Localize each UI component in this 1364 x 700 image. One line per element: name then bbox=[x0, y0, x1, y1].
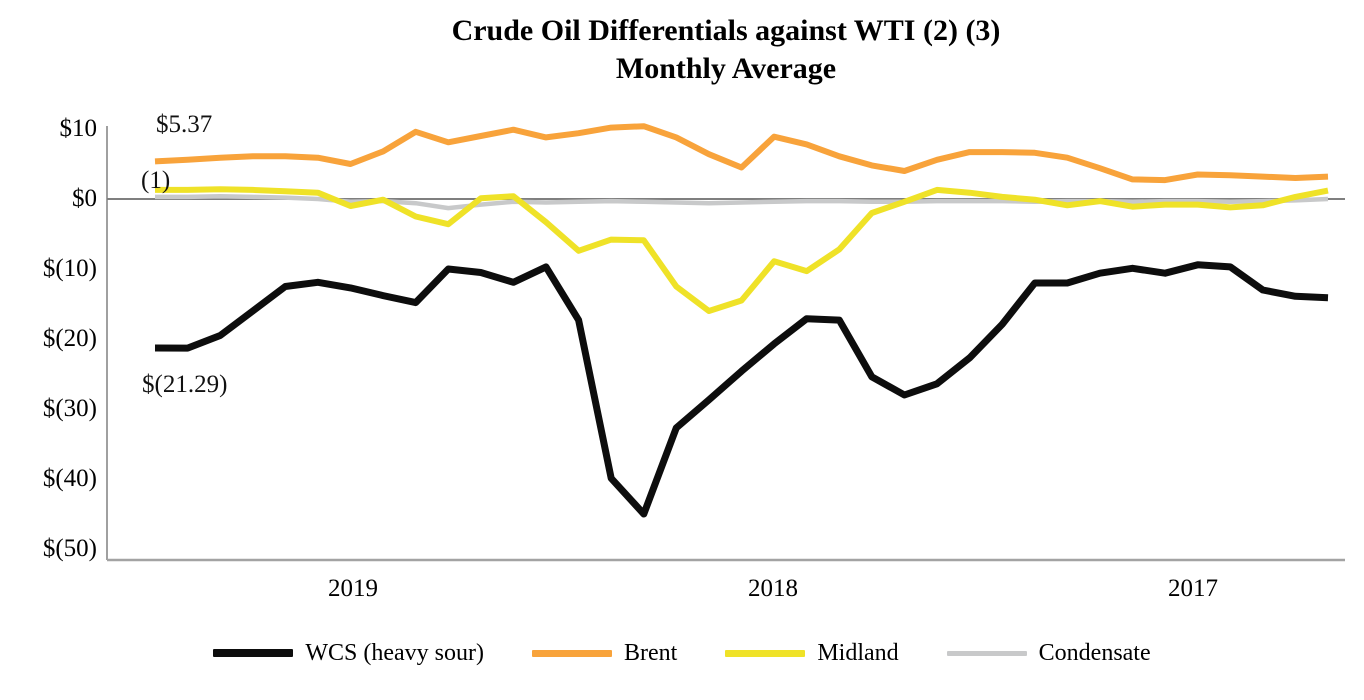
legend-label: WCS (heavy sour) bbox=[305, 640, 484, 666]
annotation-footnote-marker: (1) bbox=[141, 167, 171, 194]
chart-title: Crude Oil Differentials against WTI (2) … bbox=[88, 12, 1364, 88]
chart-legend: WCS (heavy sour) Brent Midland Condensat… bbox=[0, 638, 1364, 668]
brent-line-swatch-icon bbox=[532, 649, 612, 657]
legend-item-midland: Midland bbox=[725, 638, 899, 668]
condensate-line-swatch-icon bbox=[946, 650, 1027, 656]
legend-item-wcs: WCS (heavy sour) bbox=[213, 638, 484, 668]
legend-label: Condensate bbox=[1038, 640, 1151, 666]
x-axis-label-2019: 2019 bbox=[328, 575, 378, 602]
series-line-C8C9CA bbox=[155, 193, 1329, 211]
y-tick-label: $(50) bbox=[42, 535, 97, 562]
y-tick-label: $10 bbox=[59, 115, 98, 142]
y-tick-label: $0 bbox=[72, 185, 97, 212]
legend-label: Midland bbox=[817, 640, 899, 666]
legend-item-condensate: Condensate bbox=[946, 638, 1151, 668]
x-axis-label-2018: 2018 bbox=[748, 575, 798, 602]
series-line-F8A33B bbox=[154, 123, 1329, 184]
y-tick-label: $(10) bbox=[42, 255, 97, 282]
annotation-wcs-start-value: $(21.29) bbox=[142, 371, 228, 398]
y-tick-label: $(40) bbox=[42, 465, 97, 492]
series-line-0d0d0d bbox=[154, 261, 1329, 518]
wcs-line-swatch-icon bbox=[213, 649, 294, 657]
series-line-EFE228 bbox=[155, 186, 1329, 314]
legend-label: Brent bbox=[624, 640, 678, 666]
x-axis-label-2017: 2017 bbox=[1168, 575, 1218, 602]
annotation-brent-start-value: $5.37 bbox=[156, 111, 213, 138]
chart-title-line2: Monthly Average bbox=[615, 52, 837, 85]
chart-title-line1: Crude Oil Differentials against WTI (2) … bbox=[451, 14, 1001, 47]
legend-item-brent: Brent bbox=[532, 638, 677, 668]
midland-line-swatch-icon bbox=[725, 649, 806, 657]
y-tick-label: $(30) bbox=[42, 395, 97, 422]
y-tick-label: $(20) bbox=[42, 325, 97, 352]
